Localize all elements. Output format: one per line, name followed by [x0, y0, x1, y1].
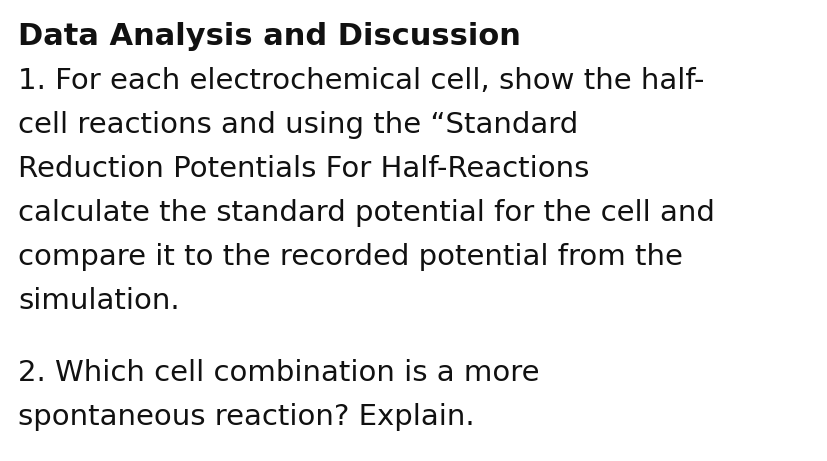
Text: compare it to the recorded potential from the: compare it to the recorded potential fro…: [18, 243, 682, 271]
Text: 1. For each electrochemical cell, show the half-: 1. For each electrochemical cell, show t…: [18, 67, 704, 95]
Text: simulation.: simulation.: [18, 287, 179, 315]
Text: Reduction Potentials For Half-Reactions: Reduction Potentials For Half-Reactions: [18, 155, 589, 183]
Text: Data Analysis and Discussion: Data Analysis and Discussion: [18, 22, 520, 51]
Text: calculate the standard potential for the cell and: calculate the standard potential for the…: [18, 199, 714, 227]
Text: cell reactions and using the “Standard: cell reactions and using the “Standard: [18, 111, 577, 139]
Text: 2. Which cell combination is a more: 2. Which cell combination is a more: [18, 359, 539, 387]
Text: spontaneous reaction? Explain.: spontaneous reaction? Explain.: [18, 403, 474, 431]
